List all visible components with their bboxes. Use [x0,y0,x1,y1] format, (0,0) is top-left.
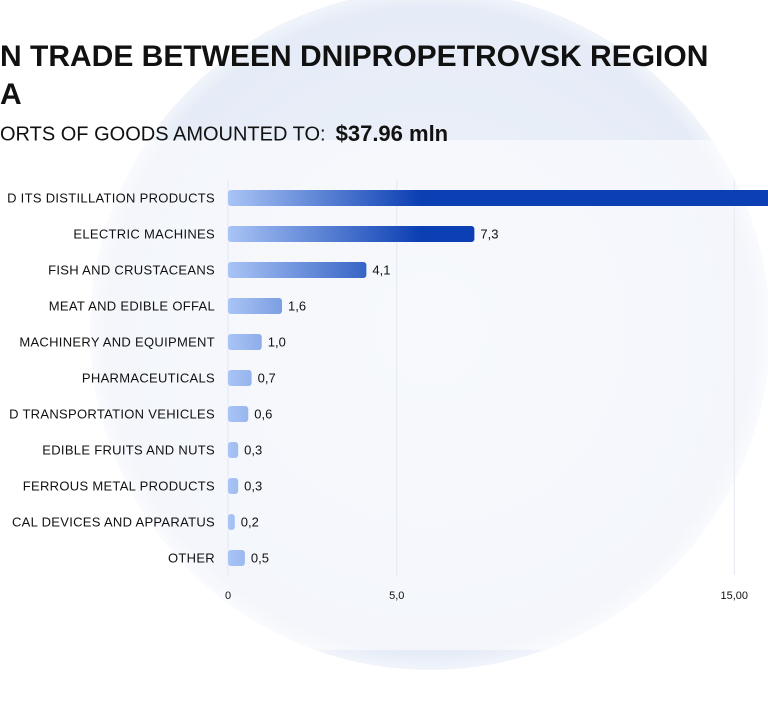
category-label: CAL DEVICES AND APPARATUS [12,514,215,529]
value-label: 7,3 [480,226,498,241]
bar [228,262,367,278]
x-tick-label: 0 [225,590,231,602]
panel [0,140,768,650]
title-line: A [0,78,22,111]
category-label: OTHER [168,550,215,565]
category-label: FERROUS METAL PRODUCTS [23,478,215,493]
subtitle: ORTS OF GOODS AMOUNTED TO: [0,123,326,145]
bar [228,550,245,566]
title-line: N TRADE BETWEEN DNIPROPETROVSK REGION [0,40,708,73]
bar [228,334,262,350]
category-label: ELECTRIC MACHINES [73,226,215,241]
bar [228,190,768,206]
value-label: 4,1 [372,262,390,277]
value-label: 0,3 [244,442,262,457]
x-tick-label: 15,00 [720,590,748,602]
subtitle-value: $37.96 mln [336,121,449,146]
category-label: D TRANSPORTATION VEHICLES [9,406,215,421]
x-tick-label: 5,0 [389,590,404,602]
category-label: PHARMACEUTICALS [82,370,215,385]
bar [228,370,252,386]
value-label: 1,0 [268,334,286,349]
value-label: 0,6 [254,406,272,421]
value-label: 0,5 [251,550,269,565]
bar [228,478,239,494]
bar [228,226,475,242]
value-label: 0,3 [244,478,262,493]
bar [228,298,282,314]
category-label: MEAT AND EDIBLE OFFAL [49,298,215,313]
bar [228,406,249,422]
value-label: 1,6 [288,298,306,313]
category-label: EDIBLE FRUITS AND NUTS [42,442,215,457]
value-label: 0,7 [258,370,276,385]
category-label: MACHINERY AND EQUIPMENT [19,334,215,349]
category-label: D ITS DISTILLATION PRODUCTS [7,190,215,205]
bar [228,442,239,458]
bar [228,514,235,530]
value-label: 0,2 [241,514,259,529]
category-label: FISH AND CRUSTACEANS [48,262,215,277]
